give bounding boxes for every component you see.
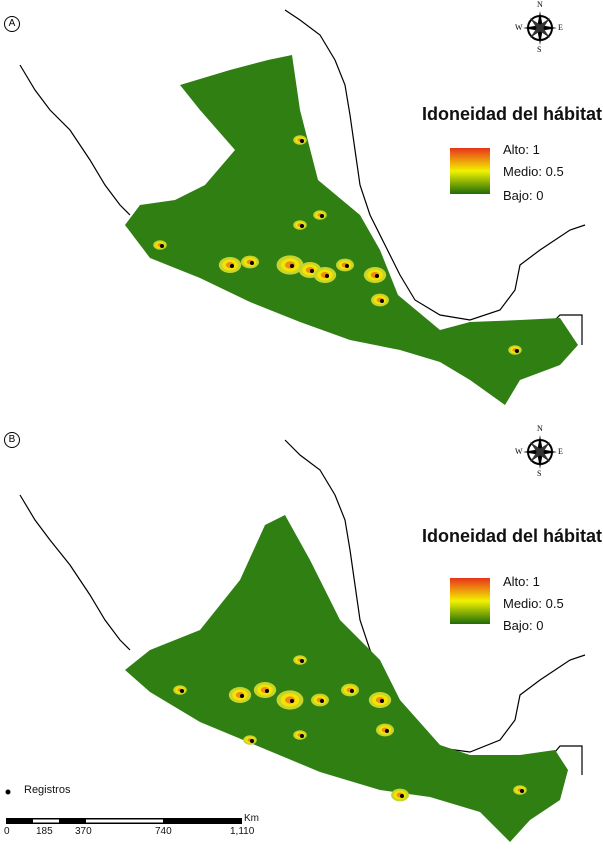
legend-title-b: Idoneidad del hábitat bbox=[422, 526, 603, 546]
legend-color-ramp-a bbox=[450, 148, 490, 194]
record-point bbox=[380, 699, 384, 703]
records-legend-label: Registros bbox=[24, 784, 71, 796]
compass-n: N bbox=[537, 0, 543, 9]
record-point bbox=[375, 274, 379, 278]
suitability-hotspots bbox=[173, 655, 527, 802]
north-arrow-compass-icon bbox=[523, 435, 557, 469]
legend-mid-b: Medio: 0.5 bbox=[503, 596, 564, 611]
legend-high-b: Alto: 1 bbox=[503, 574, 540, 589]
record-point bbox=[385, 729, 389, 733]
record-point bbox=[230, 264, 234, 268]
legend-color-ramp-b bbox=[450, 578, 490, 624]
record-point bbox=[250, 739, 254, 743]
panel-a-map bbox=[19, 9, 586, 405]
suitability-hotspots bbox=[153, 135, 522, 355]
compass-e: E bbox=[558, 23, 563, 32]
legend-mid-a: Medio: 0.5 bbox=[503, 164, 564, 179]
record-point bbox=[300, 224, 304, 228]
record-point bbox=[400, 794, 404, 798]
record-point bbox=[520, 789, 524, 793]
compass-s: S bbox=[537, 469, 542, 478]
coastline bbox=[19, 494, 131, 651]
record-point bbox=[180, 689, 184, 693]
habitat-landmass bbox=[125, 55, 578, 405]
panel-b-map bbox=[19, 439, 586, 842]
record-point bbox=[515, 349, 519, 353]
record-point bbox=[320, 699, 324, 703]
legend-low-b: Bajo: 0 bbox=[503, 618, 544, 633]
scale-unit: Km bbox=[244, 813, 259, 824]
border-line bbox=[554, 314, 583, 345]
compass-w: W bbox=[515, 447, 523, 456]
legend-high-a: Alto: 1 bbox=[503, 142, 540, 157]
legend-low-a: Bajo: 0 bbox=[503, 188, 544, 203]
compass-w: W bbox=[515, 23, 523, 32]
panel-label-a: A bbox=[4, 16, 20, 32]
coastline bbox=[19, 64, 131, 216]
record-point bbox=[265, 689, 269, 693]
scale-bar bbox=[6, 818, 242, 824]
record-point bbox=[350, 689, 354, 693]
scale-tick: 1,110 bbox=[230, 826, 255, 837]
record-point bbox=[250, 261, 254, 265]
record-point bbox=[160, 244, 164, 248]
panel-label-b: B bbox=[4, 432, 20, 448]
record-point bbox=[300, 659, 304, 663]
records-legend-dot bbox=[5, 789, 11, 795]
record-point bbox=[380, 299, 384, 303]
compass-e: E bbox=[558, 447, 563, 456]
scale-tick: 0 bbox=[4, 826, 10, 837]
record-point bbox=[290, 699, 294, 703]
record-point bbox=[320, 214, 324, 218]
record-point bbox=[300, 734, 304, 738]
record-point bbox=[325, 274, 329, 278]
record-point bbox=[345, 264, 349, 268]
compass-n: N bbox=[537, 424, 543, 433]
scale-tick: 185 bbox=[36, 826, 53, 837]
record-point bbox=[240, 694, 244, 698]
record-point bbox=[290, 264, 294, 268]
scale-tick: 370 bbox=[75, 826, 92, 837]
border-line bbox=[554, 745, 583, 775]
habitat-landmass bbox=[125, 515, 568, 842]
north-arrow-compass-icon bbox=[523, 11, 557, 45]
scale-tick: 740 bbox=[155, 826, 172, 837]
record-point bbox=[310, 269, 314, 273]
legend-title-a: Idoneidad del hábitat bbox=[422, 104, 603, 124]
coastline bbox=[284, 9, 586, 321]
record-point bbox=[300, 139, 304, 143]
compass-s: S bbox=[537, 45, 542, 54]
